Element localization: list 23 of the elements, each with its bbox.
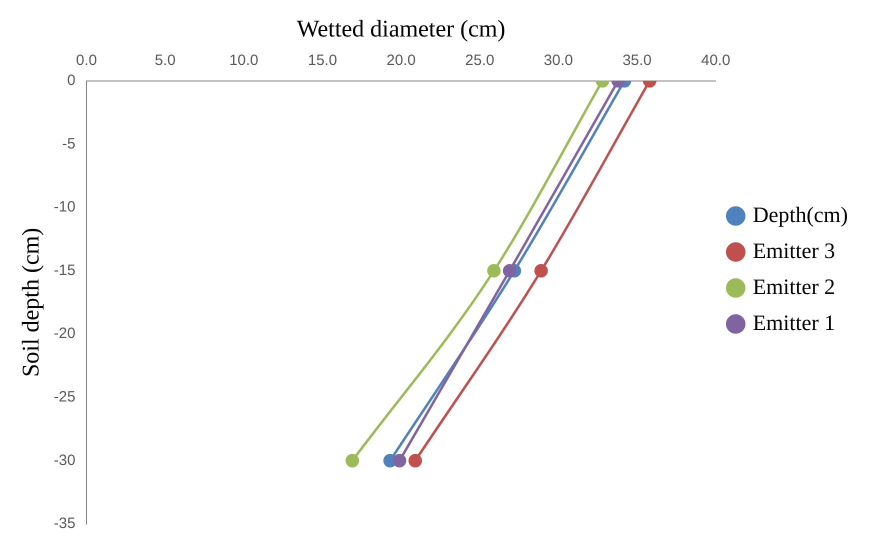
legend-label: Depth(cm) <box>752 202 848 227</box>
x-tick-label: 40.0 <box>701 52 730 69</box>
y-tick-label: -25 <box>54 388 76 406</box>
y-tick-label: -15 <box>54 262 76 279</box>
y-tick-label: -10 <box>54 198 76 216</box>
x-tick-label: 20.0 <box>386 52 416 69</box>
y-tick-label: 0 <box>67 72 76 89</box>
x-tick-label: 0.0 <box>76 52 97 69</box>
x-tick-label: 5.0 <box>154 52 176 69</box>
x-axis-title: Wetted diameter (cm) <box>296 16 506 43</box>
x-tick-label: 25.0 <box>465 52 494 69</box>
y-tick-label: -20 <box>54 325 76 342</box>
y-axis-title: Soil depth (cm) <box>18 228 45 378</box>
y-tick-label: -35 <box>54 515 76 532</box>
legend-label: Emitter 2 <box>752 274 836 299</box>
x-tick-label: 10.0 <box>229 52 258 69</box>
y-tick-label: -5 <box>62 135 76 152</box>
legend-label: Emitter 1 <box>752 310 836 335</box>
x-tick-label: 35.0 <box>622 52 652 69</box>
legend-label: Emitter 3 <box>752 238 836 263</box>
y-tick-label: -30 <box>54 452 76 469</box>
x-tick-label: 30.0 <box>544 52 573 69</box>
x-tick-label: 15.0 <box>308 52 338 69</box>
